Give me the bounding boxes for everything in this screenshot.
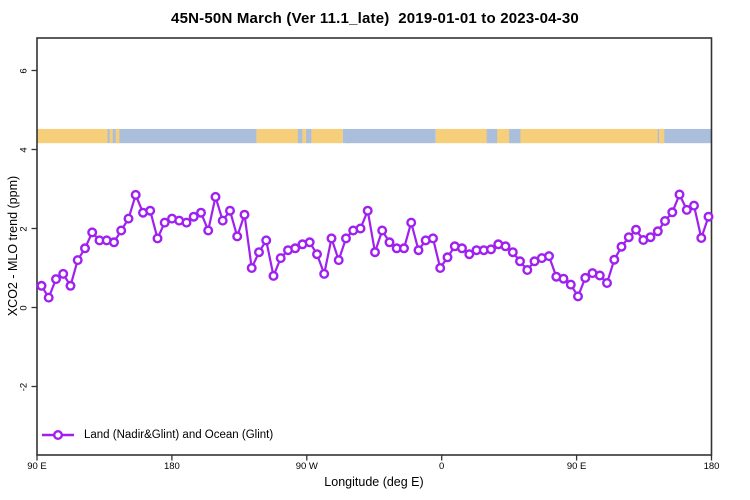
data-point-marker <box>195 207 206 218</box>
data-point-marker <box>253 247 264 258</box>
data-point-marker <box>326 233 337 244</box>
data-point-marker <box>232 231 243 242</box>
data-point-marker <box>696 232 707 243</box>
map-strip-ocean-segment <box>306 128 312 144</box>
plot-border <box>36 37 713 456</box>
data-point-marker <box>681 204 692 215</box>
chart-title: 45N-50N March (Ver 11.1_late) 2019-01-01… <box>171 10 579 27</box>
data-point-marker <box>224 205 235 216</box>
data-point-marker <box>573 291 584 302</box>
map-strip-land-segment <box>435 128 658 144</box>
data-point-marker <box>442 252 453 263</box>
data-point-marker <box>558 273 569 284</box>
data-point-marker <box>210 191 221 202</box>
data-point-marker <box>159 217 170 228</box>
data-point-marker <box>145 205 156 216</box>
data-point-marker <box>652 226 663 237</box>
map-strip-ocean-segment <box>657 128 712 144</box>
map-strip-ocean-segment <box>347 128 351 144</box>
data-point-marker <box>275 253 286 264</box>
data-point-marker <box>51 274 62 285</box>
data-point-marker <box>43 292 54 303</box>
data-point-marker <box>435 263 446 274</box>
data-point-marker <box>58 268 69 279</box>
legend-line-marker-icon <box>42 430 74 440</box>
data-point-marker <box>580 272 591 283</box>
data-point-marker <box>522 265 533 276</box>
data-point-marker <box>565 279 576 290</box>
data-point-marker <box>36 280 47 291</box>
data-point-marker <box>515 256 526 267</box>
legend-label: Land (Nadir&Glint) and Ocean (Glint) <box>84 429 274 441</box>
data-point-marker <box>602 278 613 289</box>
data-point-marker <box>377 225 388 236</box>
data-point-marker <box>457 243 468 254</box>
data-point-marker <box>72 255 83 266</box>
data-point-marker <box>188 211 199 222</box>
data-point-marker <box>116 225 127 236</box>
map-strip-ocean-segment <box>297 128 303 144</box>
map-strip-ocean-segment <box>342 128 436 144</box>
data-point-marker <box>660 215 671 226</box>
map-strip-ocean-segment <box>107 128 257 144</box>
data-point-marker <box>79 243 90 254</box>
data-point-marker <box>645 232 656 243</box>
data-point-marker <box>217 215 228 226</box>
data-point-marker <box>246 263 257 274</box>
map-strip-land-segment <box>659 128 665 144</box>
data-point-marker <box>152 233 163 244</box>
data-point-marker <box>623 232 634 243</box>
data-point-marker <box>428 233 439 244</box>
data-point-marker <box>594 270 605 281</box>
data-point-marker <box>486 244 497 255</box>
data-point-marker <box>703 211 714 222</box>
data-point-marker <box>355 223 366 234</box>
data-point-marker <box>312 249 323 260</box>
map-strip-ocean-segment <box>509 128 521 144</box>
data-point-marker <box>333 255 344 266</box>
data-point-marker <box>341 233 352 244</box>
map-strip-land-segment <box>109 128 113 144</box>
map-strip-ocean-segment <box>486 128 498 144</box>
data-point-marker <box>631 224 642 235</box>
data-point-marker <box>319 268 330 279</box>
x-axis-title: Longitude (deg E) <box>324 475 424 489</box>
data-point-marker <box>239 209 250 220</box>
data-point-marker <box>362 205 373 216</box>
data-point-marker <box>399 243 410 254</box>
data-point-marker <box>181 217 192 228</box>
map-strip-land-segment <box>115 128 120 144</box>
data-point-marker <box>261 235 272 246</box>
data-point-marker <box>370 247 381 258</box>
map-strip-land-segment <box>37 128 108 144</box>
data-point-marker <box>290 243 301 254</box>
data-point-marker <box>500 241 511 252</box>
data-point-marker <box>65 280 76 291</box>
data-point-marker <box>609 254 620 265</box>
data-point-marker <box>507 247 518 258</box>
y-axis-title: XCO2 - MLO trend (ppm) <box>6 175 20 317</box>
data-point-marker <box>123 213 134 224</box>
data-point-marker <box>384 237 395 248</box>
data-point-marker <box>413 245 424 256</box>
data-point-marker <box>203 225 214 236</box>
data-point-marker <box>406 217 417 228</box>
data-point-marker <box>87 227 98 238</box>
data-point-marker <box>544 251 555 262</box>
data-point-marker <box>108 237 119 248</box>
data-point-marker <box>268 270 279 281</box>
data-point-marker <box>304 237 315 248</box>
data-point-marker <box>689 200 700 211</box>
data-point-marker <box>130 189 141 200</box>
data-point-marker <box>674 189 685 200</box>
data-point-marker <box>667 207 678 218</box>
legend: Land (Nadir&Glint) and Ocean (Glint) <box>41 429 273 441</box>
data-point-marker <box>464 249 475 260</box>
data-point-marker <box>616 241 627 252</box>
